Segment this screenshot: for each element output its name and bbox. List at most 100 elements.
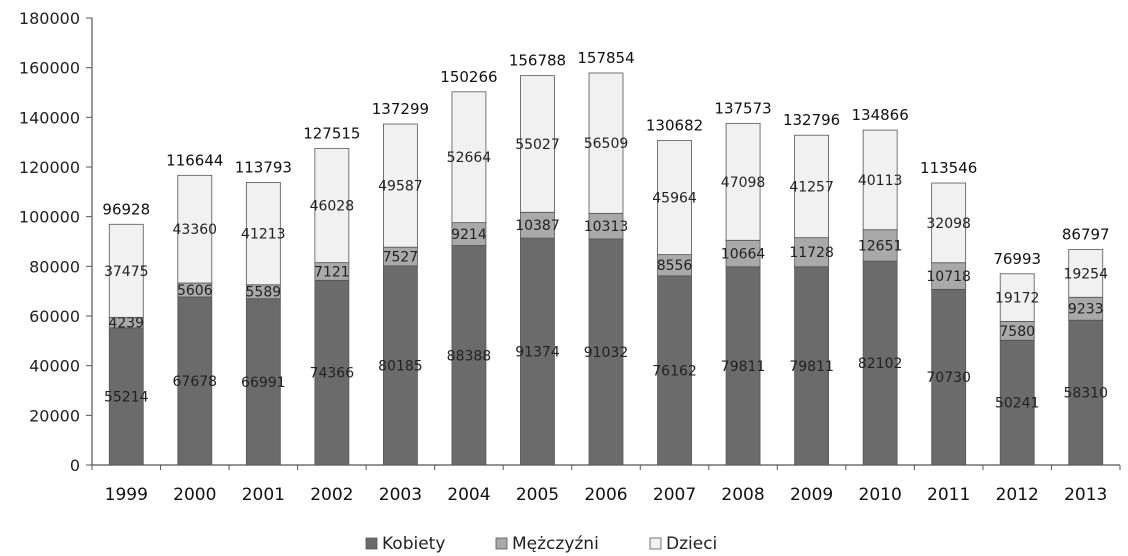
- legend-swatch-kobiety: [365, 537, 378, 550]
- bar-segment-dzieci: [862, 129, 898, 231]
- data-label: 19254: [1063, 266, 1108, 282]
- x-tick-label: 2007: [653, 485, 696, 505]
- data-label: 12651: [858, 238, 903, 254]
- x-tick-label: 2005: [516, 485, 559, 505]
- x-tick-label: 2006: [584, 485, 627, 505]
- y-tick-label: 60000: [29, 307, 80, 326]
- bar-segment-mężczyźni: [588, 212, 624, 240]
- total-label: 113546: [920, 159, 977, 177]
- total-label: 113793: [235, 158, 292, 176]
- data-label: 79811: [789, 359, 834, 375]
- data-label: 55027: [515, 137, 560, 153]
- data-label: 40113: [858, 173, 903, 189]
- legend-label: Dzieci: [666, 534, 717, 554]
- data-label: 47098: [721, 175, 766, 191]
- data-label: 43360: [173, 222, 218, 238]
- data-label: 10313: [584, 219, 629, 235]
- total-label: 130682: [646, 116, 703, 134]
- bar-segment-kobiety: [177, 296, 213, 466]
- bar-segment-kobiety: [108, 327, 144, 466]
- bar-segment-kobiety: [794, 266, 829, 466]
- data-label: 58310: [1063, 386, 1108, 402]
- data-label: 76162: [652, 363, 697, 379]
- data-label: 67678: [173, 374, 218, 390]
- y-tick-label: 140000: [19, 108, 80, 127]
- bar-segment-dzieci: [657, 140, 692, 256]
- bars-group: 55214 4239 37475 96928 67678 5606 43360 116644 6…: [102, 49, 1110, 466]
- bar-segment-kobiety: [931, 288, 967, 466]
- y-tick-label: 40000: [29, 357, 80, 376]
- data-label: 50241: [995, 396, 1040, 412]
- x-tick-label: 2012: [996, 485, 1039, 505]
- y-tick-label: 80000: [29, 257, 80, 276]
- bar-segment-kobiety: [1068, 319, 1104, 466]
- data-label: 41257: [789, 179, 834, 195]
- data-label: 7527: [383, 250, 419, 266]
- bar-segment-dzieci: [177, 174, 213, 284]
- data-label: 55214: [104, 389, 149, 405]
- x-tick-label: 2004: [447, 485, 490, 505]
- data-label: 88388: [447, 348, 492, 364]
- bar-segment-kobiety: [314, 279, 350, 466]
- data-label: 10664: [721, 247, 766, 263]
- bar-segment-kobiety: [657, 275, 692, 466]
- total-label: 157854: [577, 49, 634, 67]
- legend-swatch-mężczyźni: [495, 537, 508, 550]
- legend: Kobiety Mężczyźni Dzieci: [365, 534, 717, 554]
- data-label: 56509: [584, 136, 629, 152]
- bar-segment-mężczyźni: [794, 237, 829, 268]
- data-label: 11728: [789, 245, 834, 261]
- y-tick-label: 180000: [19, 9, 80, 28]
- legend-label: Mężczyźni: [512, 534, 599, 554]
- x-tick-label: 2003: [379, 485, 422, 505]
- data-label: 10718: [926, 269, 971, 285]
- bar-segment-dzieci: [1068, 249, 1104, 298]
- data-label: 91032: [584, 345, 629, 361]
- data-label: 41213: [241, 227, 286, 243]
- y-tick-label: 20000: [29, 406, 80, 425]
- x-tick-label: 2002: [310, 485, 353, 505]
- data-label: 46028: [310, 198, 355, 214]
- bar-segment-mężczyźni: [931, 262, 967, 290]
- total-label: 137299: [372, 100, 429, 118]
- x-tick-label: 2010: [859, 485, 902, 505]
- total-label: 127515: [303, 124, 360, 142]
- data-label: 4239: [108, 316, 144, 332]
- x-axis: 1999 2000 2001 2002 2003 2004 2005 2006 2007 2008…: [91, 464, 1121, 505]
- data-label: 49587: [378, 179, 423, 195]
- data-label: 9214: [451, 227, 487, 243]
- total-label: 76993: [993, 250, 1041, 268]
- total-label: 96928: [102, 200, 150, 218]
- data-label: 82102: [858, 356, 903, 372]
- bar-segment-dzieci: [794, 134, 829, 239]
- bar-segment-kobiety: [245, 298, 281, 466]
- bar-segment-dzieci: [108, 223, 144, 318]
- data-label: 91374: [515, 345, 560, 361]
- bar-segment-kobiety: [999, 339, 1035, 466]
- data-label: 10387: [515, 218, 560, 234]
- total-label: 134866: [852, 106, 909, 124]
- data-label: 19172: [995, 291, 1040, 307]
- y-tick-label: 0: [70, 456, 80, 475]
- data-label: 32098: [926, 216, 971, 232]
- total-label: 86797: [1062, 225, 1110, 243]
- total-label: 137573: [714, 99, 771, 117]
- data-label: 7121: [314, 264, 350, 280]
- bar-segment-kobiety: [862, 260, 898, 466]
- data-label: 37475: [104, 264, 149, 280]
- x-tick-label: 2000: [173, 485, 216, 505]
- bar-segment-dzieci: [314, 147, 350, 264]
- bar-segment-kobiety: [725, 266, 761, 466]
- x-tick-label: 1999: [105, 485, 148, 505]
- data-label: 66991: [241, 375, 286, 391]
- total-label: 116644: [166, 151, 223, 169]
- data-label: 52664: [447, 150, 492, 166]
- bar-segment-dzieci: [520, 75, 555, 213]
- bar-segment-kobiety: [451, 245, 487, 466]
- y-tick-label: 120000: [19, 158, 80, 177]
- y-tick-label: 160000: [19, 59, 80, 78]
- data-label: 70730: [926, 370, 971, 386]
- data-label: 5606: [177, 283, 213, 299]
- bar-segment-dzieci: [725, 122, 761, 241]
